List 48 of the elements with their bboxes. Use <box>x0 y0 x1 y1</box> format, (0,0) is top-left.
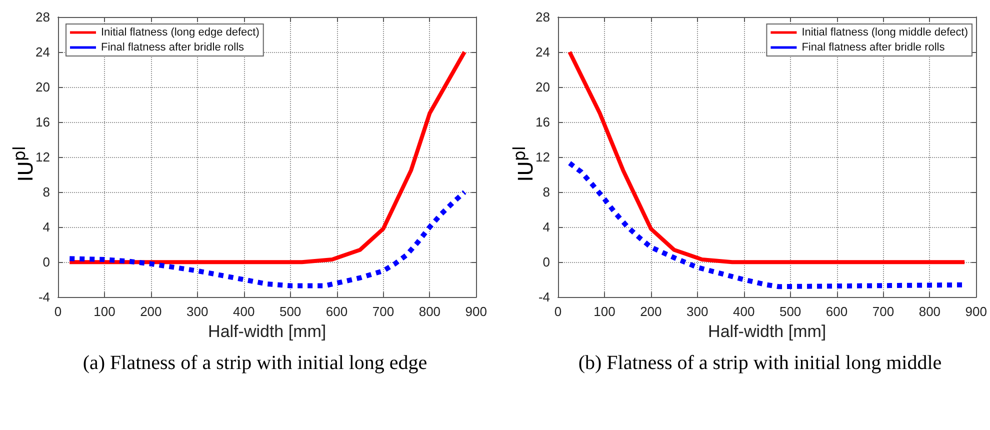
y-tick-label: 12 <box>536 150 550 165</box>
x-tick-label: 200 <box>140 304 162 320</box>
text: (a) Flatness of a strip with initial long edge <box>82 351 428 376</box>
x-tick-label: 600 <box>826 304 848 320</box>
x-tick-label: 800 <box>418 304 441 320</box>
y-tick-label: -4 <box>38 290 50 305</box>
y-tick-label: 8 <box>542 184 550 200</box>
y-tick-label: -4 <box>538 290 550 305</box>
y-tick-label: 24 <box>36 44 50 60</box>
x-tick-label: 100 <box>94 304 116 320</box>
y-tick-label: 4 <box>542 220 550 235</box>
x-tick-label: 400 <box>232 304 255 320</box>
x-axis-title: Half-width [mm] <box>208 322 326 341</box>
y-tick-label: 16 <box>536 114 550 130</box>
y-tick-label: 8 <box>42 184 50 200</box>
x-tick-label: 300 <box>686 304 708 320</box>
x-tick-label: 300 <box>186 304 208 320</box>
y-tick-label: 16 <box>36 114 50 130</box>
legend-label: Initial flatness (long edge defect) <box>101 26 260 38</box>
y-tick-label: 12 <box>36 150 50 165</box>
y-tick-label: 28 <box>36 10 50 24</box>
x-tick-label: 500 <box>779 304 802 320</box>
x-tick-label: 100 <box>594 304 616 320</box>
line-series <box>568 50 967 264</box>
x-tick-label: 500 <box>279 304 302 320</box>
legend-label: Final flatness after bridle rolls <box>101 42 245 54</box>
x-axis-title: Half-width [mm] <box>708 322 826 341</box>
legend-label: Final flatness after bridle rolls <box>802 42 946 54</box>
x-tick-label: 0 <box>54 304 62 320</box>
x-tick-label: 400 <box>732 304 755 320</box>
x-tick-label: 800 <box>918 304 941 320</box>
x-tick-label: 0 <box>554 304 562 320</box>
x-tick-label: 900 <box>465 304 488 320</box>
y-tick-label: 20 <box>36 80 50 95</box>
line-series <box>68 50 467 264</box>
y-tick-label: 28 <box>536 10 550 24</box>
y-tick-label: 20 <box>536 80 550 95</box>
x-tick-label: 900 <box>965 304 988 320</box>
y-tick-label: 0 <box>42 254 50 270</box>
text: (b) Flatness of a strip with initial long middle <box>577 351 943 376</box>
x-tick-label: 700 <box>372 304 394 320</box>
y-tick-label: 24 <box>536 44 550 60</box>
x-tick-label: 700 <box>872 304 894 320</box>
y-tick-label: 0 <box>542 254 550 270</box>
x-tick-label: 200 <box>640 304 662 320</box>
y-tick-label: 4 <box>42 220 50 235</box>
legend-label: Initial flatness (long middle defect) <box>802 26 968 38</box>
x-tick-label: 600 <box>326 304 348 320</box>
